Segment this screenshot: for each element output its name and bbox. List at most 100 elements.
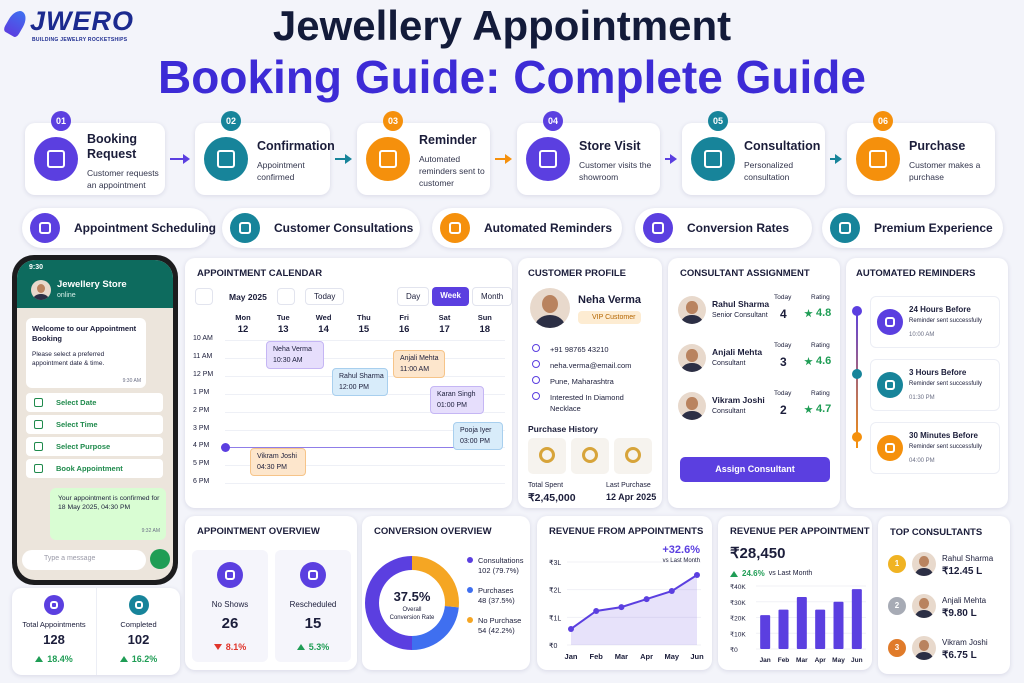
day-name: Fri [399, 313, 409, 322]
day-date: 12 [237, 324, 249, 335]
appointment-name: Rahul Sharma [339, 372, 384, 380]
hour-label: 6 PM [193, 478, 210, 486]
now-line [225, 447, 495, 449]
bar [778, 609, 789, 649]
x-tick-label: Apr [815, 657, 827, 664]
hour-label: 11 AM [193, 352, 213, 360]
step-text: Confirmation Appointment confirmed [257, 133, 335, 189]
reminder-name: 30 Minutes Before [909, 431, 978, 440]
avatar-head [686, 397, 698, 410]
step-desc: Personalized consultation [744, 160, 794, 182]
top-name: Rahul Sharma [942, 554, 994, 563]
chart-svg: ₹0 ₹10K ₹20K ₹30K ₹40K Jan Feb Mar Apr May Jun [730, 583, 866, 664]
avatar-head [919, 640, 929, 652]
appointment: Karan Singh 01:00 PM [430, 385, 484, 414]
feature-pill: Automated Reminders [432, 208, 622, 248]
icon [44, 595, 64, 615]
overview-title: APPOINTMENT OVERVIEW [197, 526, 320, 537]
reminder-title: AUTOMATED REMINDERS [856, 268, 976, 279]
x-tick-label: Jan [760, 657, 771, 664]
spent-label: Total Spent [528, 482, 564, 489]
contact-location: Pune, Maharashtra [550, 377, 614, 386]
day-date: 13 [278, 324, 289, 335]
appointment: Anjali Mehta 11:00 AM [393, 349, 445, 378]
y-tick-label: ₹20K [730, 615, 746, 623]
x-tick-label: Jan [565, 652, 578, 661]
top-amount: ₹12.45 L [942, 566, 983, 577]
medal: 3 [888, 639, 906, 657]
phone-screen: 9:30 Jewellery Store online Welcome to our … [17, 260, 173, 580]
avatar [912, 594, 936, 618]
icon-glyph [379, 150, 397, 168]
step-card: Confirmation Appointment confirmed [195, 123, 335, 195]
step-desc: Customer requests an appointment [87, 167, 159, 190]
day-date: 14 [318, 324, 329, 335]
contact-icon [532, 392, 540, 400]
avatar [31, 280, 51, 300]
overview-change-row: 8.1% [213, 638, 246, 656]
history-item [528, 438, 566, 474]
hour-label: 5 PM [193, 460, 210, 468]
history-title: Purchase History [528, 424, 598, 434]
chart-title: REVENUE FROM APPOINTMENTS [549, 526, 704, 537]
today-value: 3 [780, 355, 787, 369]
step-desc: Customer makes a purchase [909, 160, 981, 182]
rating-value: 4.6 [816, 355, 832, 367]
step-number: 05 [708, 111, 728, 131]
top-amount: ₹6.75 L [942, 650, 977, 661]
appointment: Rahul Sharma 12:00 PM [332, 367, 388, 396]
step-text: Purchase Customer makes a purchase [909, 133, 991, 189]
history-item [614, 438, 652, 474]
medal: 2 [888, 597, 906, 615]
step-title: Consultation [744, 139, 821, 153]
assign-button[interactable]: Assign Consultant [680, 457, 830, 482]
contact-icon [532, 360, 540, 368]
reminder-item: 24 Hours Before Reminder sent successfull… [870, 296, 1000, 348]
appointment-name: Neha Verma [273, 345, 312, 353]
icon [877, 435, 903, 461]
chart-title: CONVERSION OVERVIEW [374, 526, 492, 537]
summary-card: Total Appointments 128 18.4% Completed 102 16… [12, 588, 180, 675]
x-tick-label: Jun [690, 652, 704, 661]
day-name: Tue [276, 313, 290, 322]
timeline-dot [852, 306, 862, 316]
avatar [678, 344, 706, 372]
bar [796, 597, 807, 649]
point [568, 625, 574, 632]
step-desc: Appointment confirmed [257, 160, 305, 182]
avatar-head [686, 349, 698, 362]
appointment-time: 03:00 PM [460, 437, 490, 445]
option-icon [34, 442, 43, 451]
icon-glyph [539, 150, 557, 168]
option-label: Select Date [56, 398, 97, 407]
avatar [678, 392, 706, 420]
donut-segment [412, 556, 459, 608]
avatar-body [33, 293, 49, 300]
x-tick-label: May [665, 652, 680, 661]
day-date: 16 [398, 324, 410, 335]
top-name: Anjali Mehta [942, 596, 987, 605]
y-tick-label: ₹2L [549, 587, 561, 595]
appointment-time: 11:00 AM [400, 365, 430, 373]
view-button: Week [432, 287, 469, 306]
icon [204, 137, 248, 181]
icon-glyph [307, 569, 319, 581]
step-number: 01 [51, 111, 71, 131]
input-placeholder: Type a message [44, 555, 96, 562]
profile-name: Neha Verma [578, 294, 641, 306]
icon-glyph [884, 379, 896, 391]
step-arrow-line [495, 158, 506, 160]
step-card: Consultation Personalized consultation [682, 123, 825, 195]
step-number: 02 [221, 111, 241, 131]
summary-item: Completed 102 16.2% [96, 588, 180, 675]
x-tick-label: May [832, 657, 845, 664]
appointment: Neha Verma 10:30 AM [266, 340, 324, 369]
avatar-head [37, 283, 45, 293]
day-date: 18 [479, 324, 491, 335]
reminder-name: 24 Hours Before [909, 305, 971, 314]
reminder-status: Reminder sent successfully [909, 318, 983, 324]
title-line2: Booking Guide: Complete Guide [158, 51, 866, 103]
overview-change: 5.3% [308, 641, 330, 652]
y-tick-label: ₹0 [730, 646, 738, 654]
